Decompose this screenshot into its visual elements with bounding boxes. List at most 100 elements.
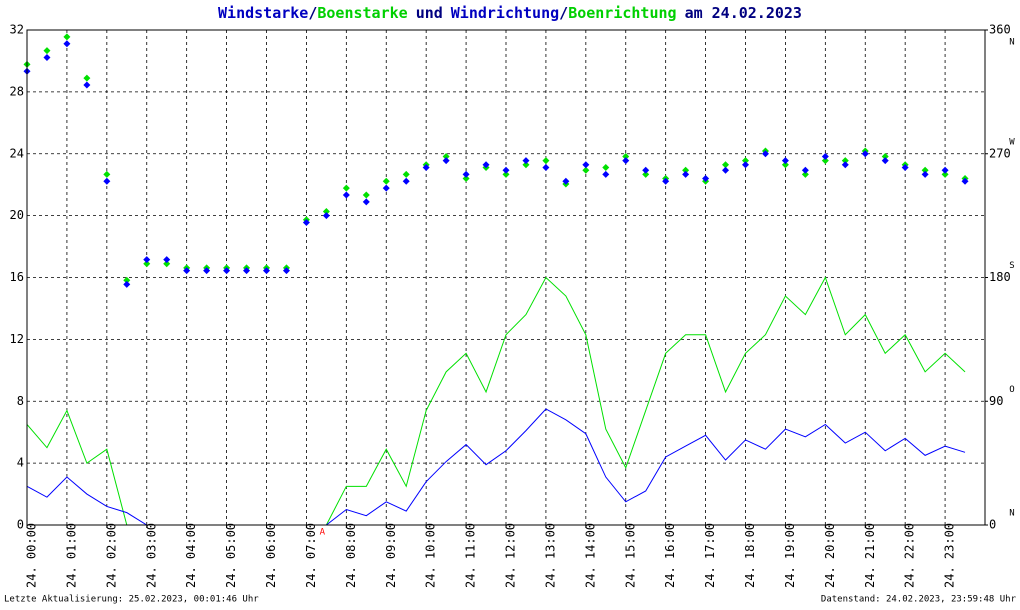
y-tick-label: 12 <box>10 332 24 346</box>
title-part: Boenrichtung <box>568 4 676 22</box>
direction-point <box>761 150 769 158</box>
annotation: A <box>320 528 326 538</box>
direction-point <box>921 166 929 174</box>
x-tick-label: 24. 11:00 <box>464 523 478 588</box>
direction-point <box>322 208 330 215</box>
direction-point <box>322 212 330 220</box>
direction-point <box>123 276 131 284</box>
direction-point <box>861 150 869 158</box>
direction-point <box>682 166 690 174</box>
direction-point <box>901 164 909 171</box>
direction-point <box>742 157 749 165</box>
direction-point <box>921 170 929 178</box>
y2-tick-label: 90 <box>989 394 1003 408</box>
compass-label: O <box>1009 385 1014 395</box>
direction-point <box>502 170 510 178</box>
compass-label: W <box>1009 137 1015 147</box>
direction-point <box>642 166 650 174</box>
title-part: Windstarke <box>218 4 308 22</box>
direction-point <box>941 166 949 174</box>
direction-point <box>622 153 630 160</box>
x-tick-label: 24. 09:00 <box>384 523 398 588</box>
direction-point <box>622 157 630 165</box>
x-tick-label: 24. 14:00 <box>583 523 597 588</box>
direction-point <box>223 267 231 275</box>
x-tick-label: 24. 01:00 <box>64 523 78 588</box>
compass-label: S <box>1009 261 1014 271</box>
direction-point <box>801 170 809 178</box>
direction-point <box>941 170 949 178</box>
direction-point <box>682 170 690 178</box>
direction-point <box>402 177 410 185</box>
direction-point <box>123 280 131 288</box>
direction-point <box>103 170 111 178</box>
direction-point <box>881 157 889 165</box>
series-line <box>26 408 966 526</box>
direction-point <box>63 33 71 41</box>
direction-point <box>402 170 410 178</box>
direction-point <box>502 166 510 174</box>
x-tick-label: 24. 00:00 <box>25 523 39 588</box>
y-tick-label: 24 <box>10 146 24 160</box>
footer-left: Letzte Aktualisierung: 25.02.2023, 00:01… <box>4 595 259 605</box>
x-tick-label: 24. 06:00 <box>264 523 278 588</box>
y2-tick-label: 0 <box>989 518 996 532</box>
y-tick-label: 20 <box>10 208 24 222</box>
title-part: und <box>416 4 443 22</box>
direction-point <box>522 157 530 165</box>
y-tick-label: 4 <box>17 456 24 470</box>
direction-point <box>662 177 670 185</box>
direction-point <box>582 166 590 174</box>
direction-point <box>702 175 710 182</box>
x-tick-label: 24. 18:00 <box>743 523 757 588</box>
title-part: / <box>559 4 568 22</box>
direction-point <box>602 170 610 178</box>
y-tick-label: 0 <box>17 518 24 532</box>
direction-point <box>362 191 370 199</box>
title-part: Boenstarke <box>317 4 407 22</box>
footer-right: Datenstand: 24.02.2023, 23:59:48 Uhr <box>821 595 1017 605</box>
direction-point <box>482 161 490 169</box>
direction-point <box>63 40 71 48</box>
direction-point <box>362 198 370 206</box>
x-tick-label: 24. 12:00 <box>504 523 518 588</box>
direction-point <box>781 161 789 169</box>
y-tick-label: 28 <box>10 84 24 98</box>
direction-point <box>821 157 829 165</box>
direction-point <box>263 267 270 275</box>
direction-point <box>462 170 470 178</box>
direction-point <box>582 161 590 169</box>
y2-tick-label: 360 <box>989 23 1011 37</box>
direction-point <box>722 161 730 169</box>
x-tick-label: 24. 05:00 <box>224 523 238 588</box>
y2-tick-label: 180 <box>989 270 1011 284</box>
compass-label: N <box>1009 38 1014 48</box>
y-tick-label: 16 <box>10 270 24 284</box>
direction-point <box>462 175 470 182</box>
direction-point <box>103 177 111 185</box>
direction-point <box>143 256 151 264</box>
direction-point <box>542 164 550 171</box>
direction-point <box>342 191 350 199</box>
direction-point <box>163 260 171 268</box>
x-tick-label: 24. 13:00 <box>543 523 557 588</box>
direction-point <box>781 157 789 165</box>
chart-title: Windstarke/Boenstarke und Windrichtung/Boe… <box>218 4 802 22</box>
title-part: am 24.02.2023 <box>685 4 802 22</box>
direction-point <box>43 47 51 55</box>
x-tick-label: 24. 08:00 <box>344 523 358 588</box>
x-tick-label: 24. 02:00 <box>104 523 118 588</box>
x-tick-label: 24. 10:00 <box>424 523 438 588</box>
direction-point <box>342 184 350 192</box>
y-tick-label: 8 <box>17 394 24 408</box>
direction-point <box>183 267 191 275</box>
direction-point <box>442 157 450 165</box>
y2-tick-label: 270 <box>989 146 1011 160</box>
x-tick-label: 24. 21:00 <box>863 523 877 588</box>
compass-label: N <box>1009 509 1014 519</box>
direction-point <box>243 267 251 275</box>
x-tick-label: 24. 07:00 <box>304 523 318 588</box>
direction-point <box>302 219 310 226</box>
direction-point <box>522 161 530 169</box>
